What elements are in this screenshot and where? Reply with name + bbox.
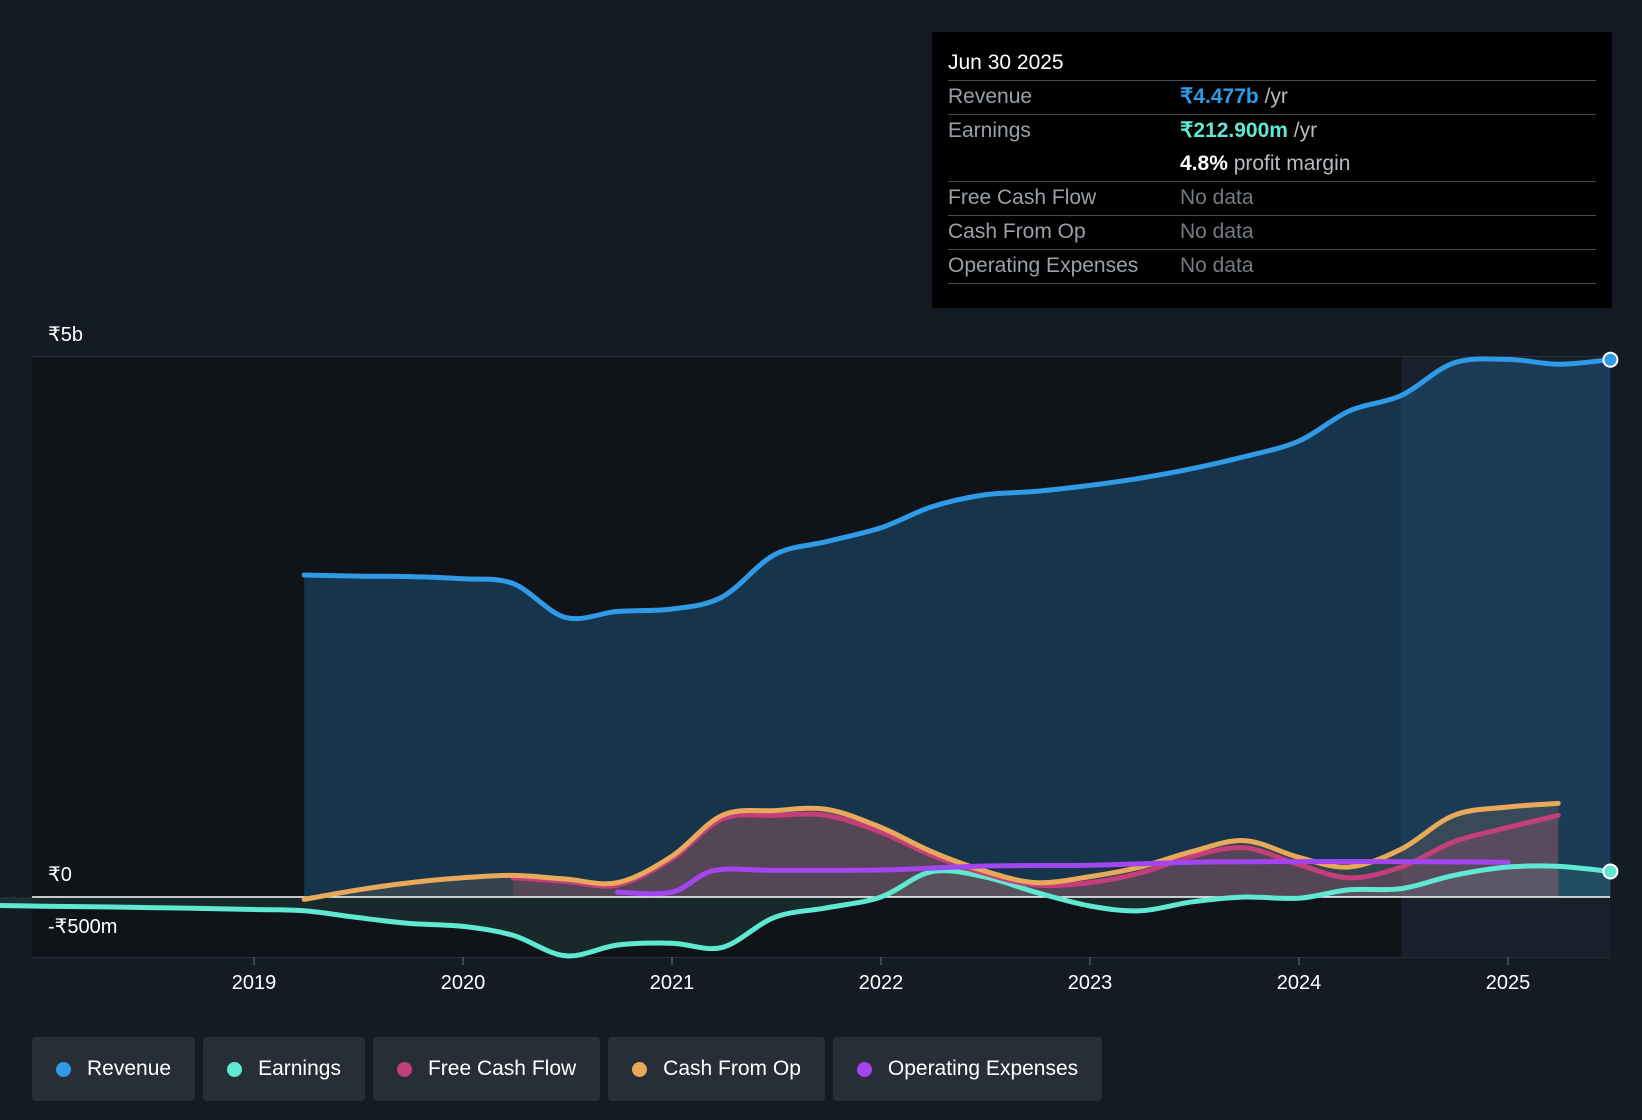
- tooltip-row-earnings: Earnings ₹212.900m /yr: [948, 115, 1596, 148]
- legend-label: Free Cash Flow: [427, 1057, 577, 1080]
- free-cash-flow-dot-icon: [396, 1061, 412, 1077]
- tooltip-date: Jun 30 2025: [948, 46, 1596, 81]
- legend-item-cash-from-op[interactable]: Cash From Op: [608, 1037, 825, 1101]
- legend: Revenue Earnings Free Cash Flow Cash Fro…: [32, 1037, 1103, 1101]
- legend-label: Revenue: [87, 1057, 172, 1080]
- tooltip-row-margin: 4.8% profit margin: [948, 148, 1596, 182]
- operating-expenses-line: [615, 859, 1511, 897]
- tooltip-value: ₹212.900m: [1180, 119, 1288, 142]
- revenue-area: [304, 358, 1611, 897]
- legend-label: Earnings: [258, 1057, 341, 1080]
- x-tick-label: 2019: [232, 972, 277, 994]
- chart-lines: [0, 356, 1613, 959]
- legend-item-revenue[interactable]: Revenue: [32, 1037, 196, 1101]
- legend-item-earnings[interactable]: Earnings: [203, 1037, 365, 1101]
- tooltip-value: No data: [1180, 254, 1254, 277]
- revenue-end-marker: [1602, 351, 1619, 368]
- tooltip-row-fcf: Free Cash Flow No data: [948, 182, 1596, 216]
- y-tick-label: -₹500m: [48, 916, 117, 938]
- tooltip-label: Cash From Op: [948, 220, 1086, 243]
- highlight-region: [1401, 357, 1610, 957]
- tooltip-panel: Jun 30 2025 Revenue ₹4.477b /yr Earnings…: [932, 32, 1612, 308]
- chart-axis-labels: ₹5b ₹0 -₹500m 2019 2020 2021 2022 2023 2024 2025: [48, 324, 1530, 994]
- cash-from-op-line: [301, 800, 1561, 902]
- tooltip-value: No data: [1180, 186, 1254, 209]
- x-tick-label: 2025: [1486, 972, 1531, 994]
- free-cash-flow-area: [513, 814, 1559, 897]
- tooltip-value: 4.8%: [1180, 152, 1228, 175]
- y-tick-label: ₹0: [48, 864, 72, 886]
- x-tick-label: 2021: [650, 972, 695, 994]
- legend-item-free-cash-flow[interactable]: Free Cash Flow: [372, 1037, 601, 1101]
- operating-expenses-dot-icon: [856, 1061, 872, 1077]
- tooltip-label: Operating Expenses: [948, 254, 1139, 277]
- x-tick-label: 2020: [441, 972, 486, 994]
- x-tick-label: 2023: [1068, 972, 1113, 994]
- tooltip-label: [948, 148, 1180, 181]
- legend-label: Operating Expenses: [887, 1057, 1079, 1080]
- earnings-line: [0, 863, 1613, 959]
- earnings-dot-icon: [227, 1061, 243, 1077]
- legend-label: Cash From Op: [663, 1057, 801, 1080]
- legend-item-operating-expenses[interactable]: Operating Expenses: [832, 1037, 1103, 1101]
- x-tick-label: 2022: [859, 972, 904, 994]
- tooltip-row-cfo: Cash From Op No data: [948, 216, 1596, 250]
- chart-markers: [1602, 351, 1619, 880]
- tooltip-label: Revenue: [948, 85, 1033, 108]
- x-tick-label: 2024: [1277, 972, 1322, 994]
- earnings-end-marker: [1602, 863, 1619, 880]
- tooltip-row-revenue: Revenue ₹4.477b /yr: [948, 81, 1596, 115]
- tooltip-unit: profit margin: [1227, 152, 1351, 175]
- tooltip-unit: /yr: [1258, 85, 1288, 108]
- tooltip-value: ₹4.477b: [1180, 85, 1259, 108]
- tooltip-label: Free Cash Flow: [948, 186, 1097, 209]
- revenue-line: [301, 356, 1613, 622]
- tooltip-unit: /yr: [1287, 119, 1318, 142]
- tooltip-value: No data: [1180, 220, 1254, 243]
- cash-from-op-dot-icon: [632, 1061, 648, 1077]
- tooltip-row-opex: Operating Expenses No data: [948, 250, 1596, 284]
- revenue-dot-icon: [56, 1061, 71, 1077]
- y-tick-label: ₹5b: [48, 324, 83, 346]
- tooltip-label: Earnings: [948, 119, 1031, 142]
